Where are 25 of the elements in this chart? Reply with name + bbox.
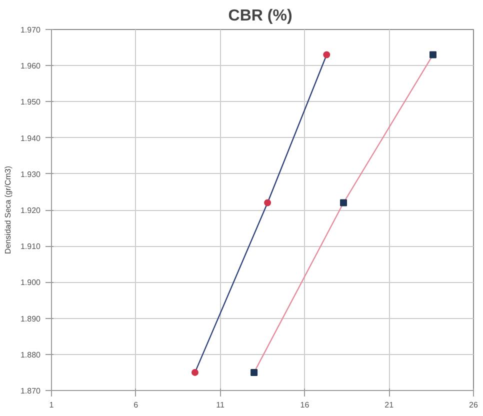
y-tick-label: 1.880	[20, 350, 42, 360]
y-tick-label: 1.870	[20, 386, 42, 396]
y-axis-title: Densidad Seca (gr/Cm3)	[3, 166, 12, 254]
point	[340, 199, 348, 206]
point	[191, 368, 198, 376]
y-tick-label: 1.910	[20, 242, 42, 252]
x-tick-label: 21	[384, 400, 394, 410]
chart-title: CBR (%)	[228, 8, 292, 24]
y-tick-label: 1.940	[20, 134, 42, 143]
y-tick-label: 1.920	[20, 206, 42, 215]
x-tick-label: 26	[469, 400, 478, 410]
point	[250, 368, 258, 376]
point	[429, 51, 436, 58]
x-tick-label: 1	[49, 400, 54, 410]
y-tick-label: 1.900	[20, 278, 42, 288]
x-tick-label: 16	[300, 400, 310, 410]
point	[264, 199, 272, 206]
y-tick-label: 1.950	[20, 98, 42, 107]
point	[323, 51, 330, 58]
y-tick-label: 1.890	[20, 314, 42, 324]
y-tick-label: 1.960	[20, 62, 42, 71]
y-tick-label: 1.970	[20, 26, 42, 34]
x-tick-label: 6	[134, 400, 139, 410]
y-tick-label: 1.930	[20, 170, 42, 179]
x-tick-label: 11	[216, 400, 226, 410]
